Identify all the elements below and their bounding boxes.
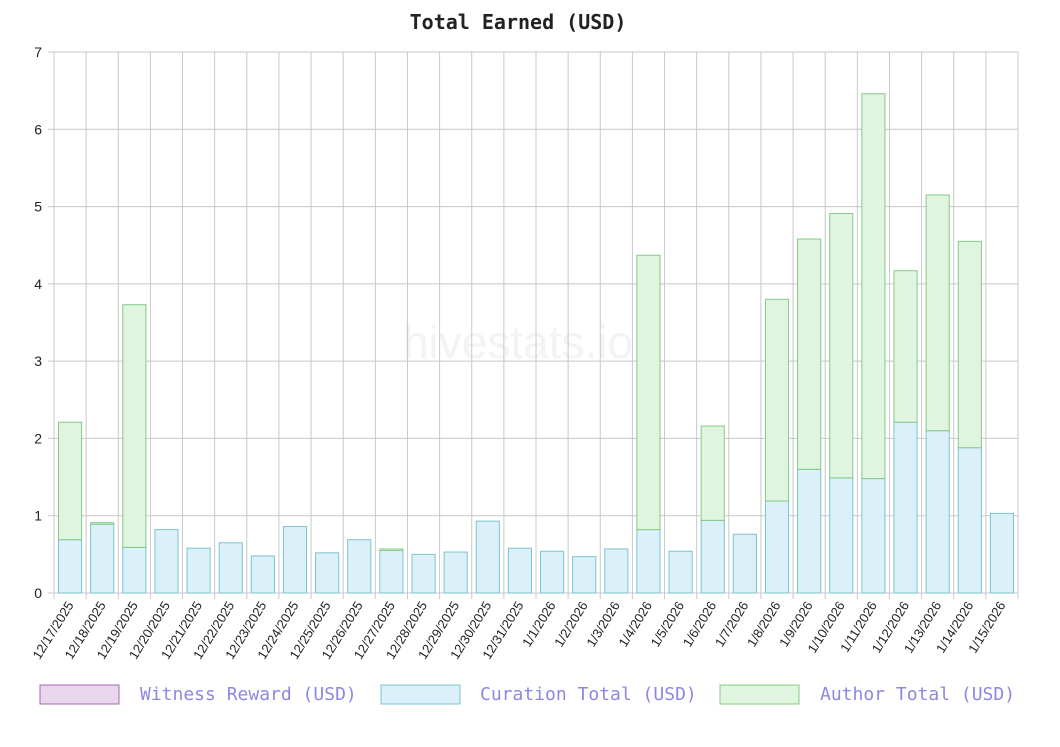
bar-author-total[interactable] — [893, 270, 918, 423]
bar-curation-total[interactable] — [443, 551, 468, 594]
bar-curation-total[interactable] — [186, 547, 211, 594]
legend[interactable]: Witness Reward (USD) Curation Total (USD)… — [39, 684, 1015, 705]
y-tick-label: 7 — [34, 44, 42, 60]
bar-author-total[interactable] — [700, 425, 725, 521]
bar-curation-total[interactable] — [315, 552, 340, 594]
bar-author-total[interactable] — [57, 421, 83, 541]
bar-curation-total[interactable] — [347, 539, 372, 594]
bar-curation-total[interactable] — [861, 478, 886, 594]
bar-curation-total[interactable] — [379, 549, 404, 594]
y-tick-label: 1 — [34, 508, 42, 524]
bar-curation-total[interactable] — [636, 529, 661, 594]
bar-curation-total[interactable] — [154, 529, 179, 594]
grid — [48, 51, 1019, 599]
bar-curation-total[interactable] — [893, 421, 918, 594]
bar-curation-total[interactable] — [507, 547, 533, 594]
y-tick-label: 6 — [34, 121, 42, 137]
bar-curation-total[interactable] — [57, 539, 83, 594]
bar-author-total[interactable] — [379, 548, 404, 551]
bar-author-total[interactable] — [122, 304, 147, 548]
legend-label[interactable]: Curation Total (USD) — [480, 684, 697, 705]
legend-swatch[interactable] — [39, 684, 120, 705]
legend-label[interactable]: Witness Reward (USD) — [140, 684, 357, 705]
bar-author-total[interactable] — [764, 298, 790, 502]
y-tick-label: 4 — [34, 276, 42, 292]
watermark: hivestats.io — [403, 316, 633, 368]
bar-author-total[interactable] — [797, 238, 822, 470]
bar-curation-total[interactable] — [218, 542, 243, 594]
bars — [57, 93, 1015, 594]
bar-curation-total[interactable] — [989, 512, 1015, 594]
y-tick-label: 5 — [34, 199, 42, 215]
y-tick-label: 3 — [34, 353, 42, 369]
y-tick-label: 2 — [34, 430, 42, 446]
bar-author-total[interactable] — [90, 522, 115, 525]
legend-label[interactable]: Author Total (USD) — [820, 684, 1015, 705]
bar-curation-total[interactable] — [925, 430, 950, 594]
bar-author-total[interactable] — [957, 240, 982, 449]
bar-author-total[interactable] — [925, 194, 950, 432]
bar-author-total[interactable] — [636, 254, 661, 531]
bar-curation-total[interactable] — [572, 556, 597, 594]
bar-author-total[interactable] — [861, 93, 886, 480]
bar-curation-total[interactable] — [539, 550, 565, 594]
legend-swatch[interactable] — [380, 684, 461, 705]
bar-curation-total[interactable] — [700, 519, 725, 594]
chart-title: Total Earned (USD) — [410, 10, 627, 34]
bar-curation-total[interactable] — [732, 533, 757, 594]
bar-curation-total[interactable] — [122, 546, 147, 594]
bar-curation-total[interactable] — [604, 548, 629, 594]
bar-curation-total[interactable] — [411, 553, 436, 594]
bar-curation-total[interactable] — [957, 447, 982, 594]
bar-curation-total[interactable] — [668, 550, 693, 594]
y-tick-label: 0 — [34, 585, 42, 601]
bar-curation-total[interactable] — [282, 526, 308, 594]
bar-author-total[interactable] — [829, 213, 854, 479]
bar-curation-total[interactable] — [797, 468, 822, 594]
bar-curation-total[interactable] — [90, 523, 115, 594]
bar-curation-total[interactable] — [829, 477, 854, 594]
bar-curation-total[interactable] — [250, 555, 275, 594]
legend-swatch[interactable] — [719, 684, 800, 705]
bar-curation-total[interactable] — [475, 520, 500, 594]
bar-curation-total[interactable] — [764, 500, 790, 594]
